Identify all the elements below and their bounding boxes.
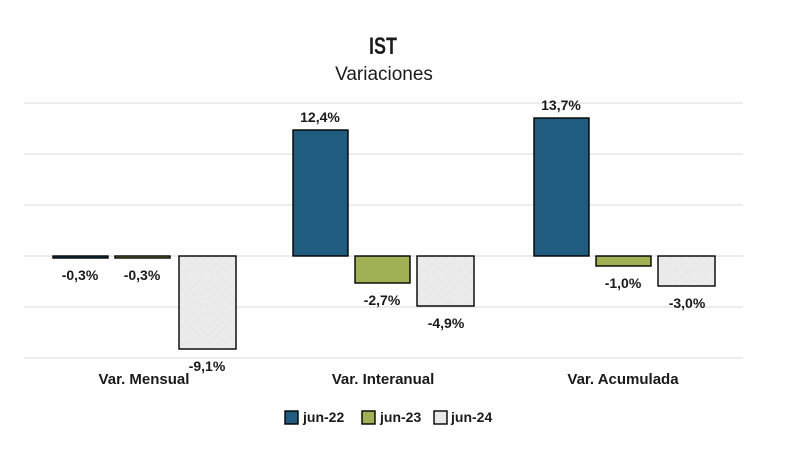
svg-text:Variaciones: Variaciones xyxy=(335,64,433,85)
svg-text:-1,0%: -1,0% xyxy=(605,275,642,291)
svg-text:Var. Acumulada: Var. Acumulada xyxy=(567,371,679,388)
svg-text:jun-24: jun-24 xyxy=(450,409,492,425)
svg-text:IST: IST xyxy=(369,33,397,60)
svg-text:Var. Interanual: Var. Interanual xyxy=(332,371,435,388)
svg-text:-0,3%: -0,3% xyxy=(124,267,161,283)
svg-text:13,7%: 13,7% xyxy=(541,97,581,113)
svg-text:-3,0%: -3,0% xyxy=(669,295,706,311)
svg-text:-2,7%: -2,7% xyxy=(364,292,401,308)
svg-text:jun-23: jun-23 xyxy=(379,409,421,425)
svg-text:jun-22: jun-22 xyxy=(302,409,344,425)
svg-text:-4,9%: -4,9% xyxy=(428,315,465,331)
svg-text:-0,3%: -0,3% xyxy=(62,267,99,283)
svg-text:12,4%: 12,4% xyxy=(300,109,340,125)
svg-text:-9,1%: -9,1% xyxy=(189,358,226,374)
svg-text:Var. Mensual: Var. Mensual xyxy=(99,371,190,388)
